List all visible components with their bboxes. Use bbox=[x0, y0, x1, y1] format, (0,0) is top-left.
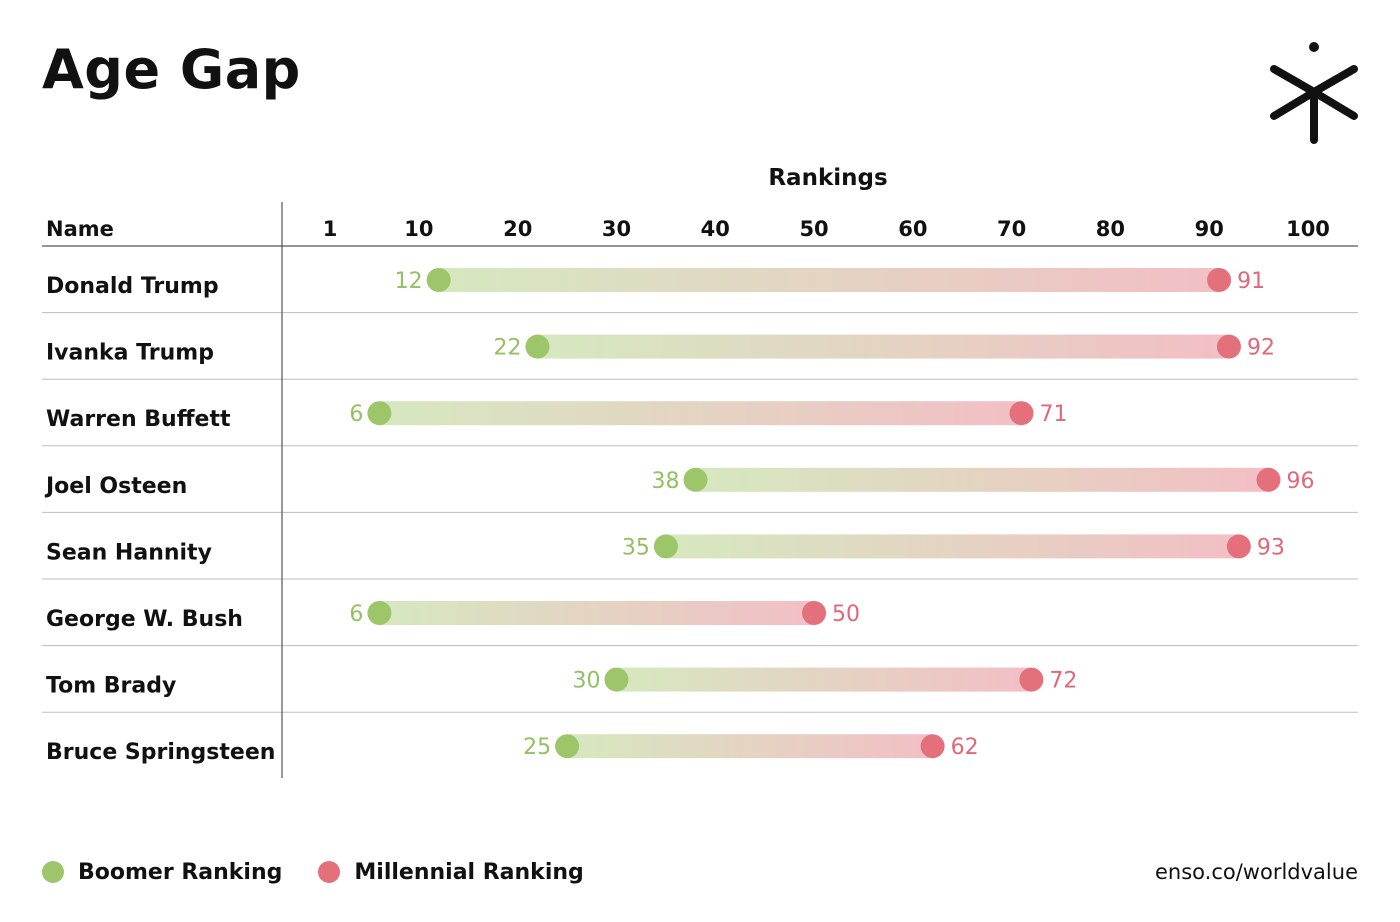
chart-row: Bruce Springsteen 25 62 bbox=[46, 734, 979, 765]
millennial-point bbox=[1226, 534, 1251, 559]
range-bar bbox=[665, 534, 1239, 559]
row-name-label: Donald Trump bbox=[46, 274, 219, 299]
row-name-label: Sean Hannity bbox=[46, 540, 212, 565]
chart-row: George W. Bush 6 50 bbox=[46, 601, 860, 632]
x-tick-label: 100 bbox=[1286, 217, 1330, 241]
millennial-value-label: 93 bbox=[1257, 535, 1285, 560]
enso-asterisk-icon bbox=[1270, 42, 1358, 144]
legend-swatch-boomer bbox=[42, 861, 64, 883]
millennial-point bbox=[1019, 667, 1044, 692]
millennial-value-label: 91 bbox=[1237, 269, 1265, 294]
boomer-value-label: 6 bbox=[349, 602, 363, 627]
boomer-point bbox=[653, 534, 678, 559]
row-name-label: Joel Osteen bbox=[44, 474, 187, 499]
x-tick-label: 40 bbox=[701, 217, 730, 241]
boomer-value-label: 12 bbox=[395, 269, 423, 294]
range-bar bbox=[616, 667, 1032, 692]
row-name-label: Tom Brady bbox=[46, 674, 176, 699]
legend-label-millennial: Millennial Ranking bbox=[354, 859, 584, 885]
row-name-label: George W. Bush bbox=[46, 607, 243, 632]
chart-row: Tom Brady 30 72 bbox=[46, 667, 1077, 699]
row-name-label: Bruce Springsteen bbox=[46, 740, 275, 765]
range-bar bbox=[567, 734, 933, 759]
boomer-point bbox=[367, 601, 392, 625]
boomer-value-label: 6 bbox=[349, 402, 363, 427]
range-bar bbox=[379, 401, 1022, 426]
dumbbell-chart: Rankings Name 1 10 20 30 40 50 60 70 80 90 100 Don… bbox=[42, 165, 1358, 778]
source-credit: enso.co/worldvalue bbox=[1155, 860, 1358, 884]
legend-swatch-millennial bbox=[318, 861, 341, 883]
millennial-value-label: 96 bbox=[1286, 469, 1314, 494]
chart-row: Ivanka Trump 22 92 bbox=[46, 334, 1275, 366]
boomer-value-label: 30 bbox=[572, 669, 600, 694]
range-bar bbox=[379, 601, 815, 625]
x-tick-label: 20 bbox=[503, 217, 532, 241]
chart-row: Warren Buffett 6 71 bbox=[46, 401, 1068, 432]
millennial-value-label: 50 bbox=[832, 602, 860, 627]
legend-item-millennial: Millennial Ranking bbox=[318, 859, 584, 885]
x-tick-label: 90 bbox=[1195, 217, 1224, 241]
millennial-point bbox=[802, 601, 827, 625]
millennial-value-label: 92 bbox=[1247, 336, 1275, 361]
millennial-value-label: 62 bbox=[951, 735, 979, 760]
x-axis-title: Rankings bbox=[768, 165, 887, 191]
millennial-point bbox=[1207, 268, 1232, 292]
x-tick-label: 1 bbox=[323, 217, 338, 241]
legend-item-boomer: Boomer Ranking bbox=[42, 860, 282, 885]
legend-label-boomer: Boomer Ranking bbox=[78, 859, 283, 885]
boomer-point bbox=[525, 334, 550, 359]
chart-title: Age Gap bbox=[42, 38, 301, 101]
millennial-point bbox=[920, 734, 945, 759]
boomer-value-label: 38 bbox=[652, 469, 680, 494]
boomer-value-label: 25 bbox=[523, 735, 551, 760]
boomer-point bbox=[604, 667, 629, 692]
row-name-label: Warren Buffett bbox=[46, 407, 231, 432]
boomer-point bbox=[683, 467, 708, 492]
x-tick-labels: 1 10 20 30 40 50 60 70 80 90 100 bbox=[323, 217, 1330, 241]
range-bar bbox=[695, 467, 1269, 492]
boomer-value-label: 35 bbox=[622, 535, 650, 560]
boomer-point bbox=[426, 268, 451, 292]
range-bar bbox=[438, 268, 1220, 292]
chart-row: Sean Hannity 35 93 bbox=[46, 534, 1285, 565]
millennial-point bbox=[1009, 401, 1034, 426]
boomer-point bbox=[367, 401, 392, 426]
millennial-value-label: 71 bbox=[1040, 402, 1068, 427]
chart-row: Joel Osteen 38 96 bbox=[44, 467, 1314, 499]
x-tick-label: 10 bbox=[404, 217, 433, 241]
range-bar bbox=[537, 334, 1229, 359]
millennial-point bbox=[1216, 334, 1241, 359]
x-tick-label: 50 bbox=[799, 217, 828, 241]
boomer-value-label: 22 bbox=[493, 336, 521, 361]
legend: Boomer Ranking Millennial Ranking bbox=[42, 856, 620, 888]
name-column-header: Name bbox=[46, 217, 114, 241]
chart-row: Donald Trump 12 91 bbox=[46, 268, 1265, 299]
chart-rows: Donald Trump 12 91 Ivanka Trump 22 92 Warren B… bbox=[44, 268, 1314, 765]
x-tick-label: 80 bbox=[1096, 217, 1125, 241]
x-tick-label: 60 bbox=[898, 217, 927, 241]
x-tick-label: 30 bbox=[602, 217, 631, 241]
boomer-point bbox=[555, 734, 580, 759]
millennial-point bbox=[1256, 467, 1281, 492]
row-name-label: Ivanka Trump bbox=[46, 341, 214, 366]
gridlines bbox=[42, 202, 1358, 778]
millennial-value-label: 72 bbox=[1049, 669, 1077, 694]
x-tick-label: 70 bbox=[997, 217, 1026, 241]
